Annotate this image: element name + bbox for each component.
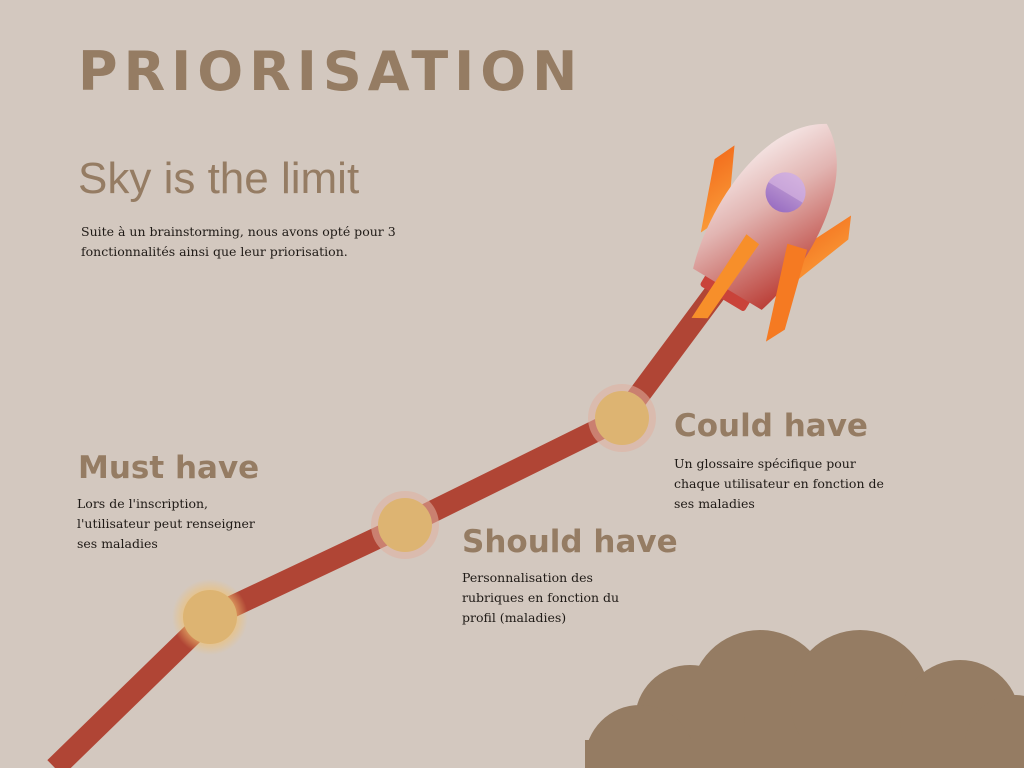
milestone-could [588, 384, 656, 452]
milestone-must [172, 579, 248, 655]
must-have-heading: Must have [78, 450, 260, 486]
should-have-description: Personnalisation des rubriques en foncti… [462, 570, 620, 625]
intro-text: Suite à un brainstorming, nous avons opt… [81, 224, 396, 259]
smoke-cloud-icon [585, 630, 1024, 768]
must-have-description: Lors de l'inscription, l'utilisateur peu… [77, 496, 255, 551]
could-have-description: Un glossaire spécifique pour chaque util… [674, 456, 884, 511]
could-have-heading: Could have [674, 408, 868, 444]
should-have-heading: Should have [462, 524, 678, 560]
page-subtitle: Sky is the limit [78, 154, 360, 203]
milestone-should [371, 491, 439, 559]
rocket-icon [691, 123, 852, 342]
page-title: PRIORISATION [78, 40, 584, 103]
